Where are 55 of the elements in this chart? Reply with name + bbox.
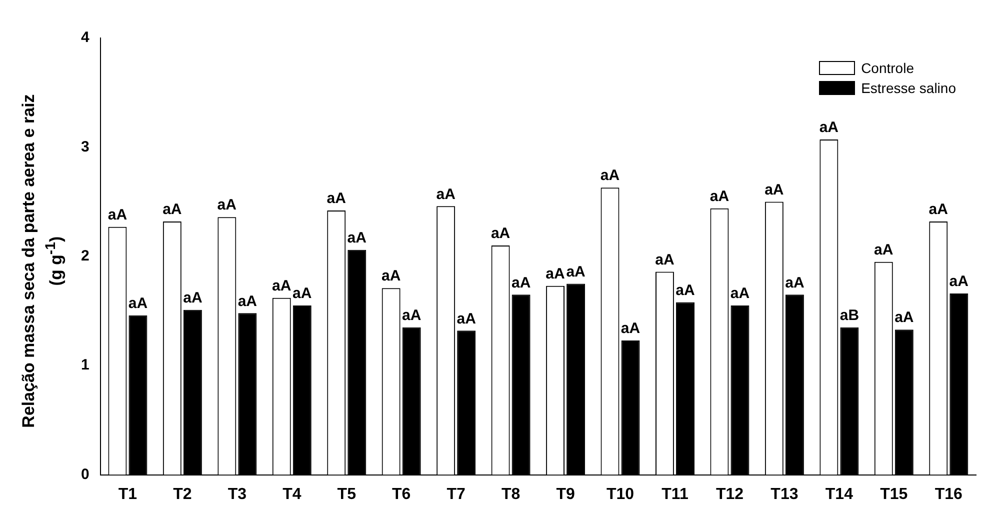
data-label: aA bbox=[655, 251, 674, 268]
data-label: aA bbox=[928, 201, 948, 218]
data-label: aA bbox=[292, 285, 312, 302]
data-label: aA bbox=[819, 119, 839, 136]
data-label: aA bbox=[546, 266, 566, 283]
data-label: aA bbox=[162, 201, 182, 218]
x-tick-label: T15 bbox=[880, 486, 908, 503]
data-label: aA bbox=[490, 225, 510, 242]
x-tick-label: T10 bbox=[606, 486, 634, 503]
legend-label: Controle bbox=[861, 59, 914, 78]
y-tick-label: 2 bbox=[81, 248, 90, 265]
data-label: aA bbox=[347, 229, 367, 246]
x-tick-label: T8 bbox=[501, 486, 520, 503]
data-label: aA bbox=[874, 242, 894, 258]
x-tick-label: T6 bbox=[392, 486, 411, 503]
x-tick-label: T4 bbox=[282, 486, 302, 503]
x-tick-label: T11 bbox=[662, 486, 688, 503]
x-tick-label: T2 bbox=[173, 486, 192, 503]
x-tick-label: T12 bbox=[716, 486, 744, 503]
y-tick-label: 4 bbox=[81, 29, 90, 46]
data-label: aA bbox=[949, 273, 969, 290]
data-label: aA bbox=[620, 320, 640, 338]
data-label: aA bbox=[326, 190, 346, 208]
data-label: aA bbox=[436, 186, 456, 203]
data-label: aA bbox=[456, 310, 476, 328]
x-tick-label: T5 bbox=[337, 486, 356, 503]
y-tick-label: 1 bbox=[81, 356, 90, 374]
data-label: aA bbox=[272, 278, 292, 295]
data-label: aA bbox=[894, 309, 914, 326]
x-tick-label: T9 bbox=[556, 486, 575, 503]
data-label: aA bbox=[108, 206, 128, 224]
data-label: aA bbox=[785, 274, 804, 292]
x-tick-label: T16 bbox=[934, 486, 963, 503]
x-tick-label: T13 bbox=[770, 486, 798, 503]
data-label: aA bbox=[764, 181, 784, 198]
data-label: aA bbox=[238, 292, 258, 310]
data-label: aA bbox=[710, 188, 730, 205]
data-label: aA bbox=[217, 196, 237, 214]
y-tick-label: 0 bbox=[81, 466, 90, 483]
x-tick-label: T14 bbox=[825, 486, 854, 503]
data-label: aA bbox=[730, 285, 750, 302]
x-tick-label: T3 bbox=[228, 486, 247, 503]
data-label: aB bbox=[840, 307, 860, 324]
data-label: aA bbox=[128, 295, 148, 312]
data-label: aA bbox=[566, 263, 586, 280]
data-label: aA bbox=[511, 274, 531, 292]
x-tick-label: T1 bbox=[118, 486, 138, 503]
data-label: aA bbox=[600, 167, 620, 184]
legend-label: Estresse salino bbox=[861, 79, 956, 98]
y-tick-label: 3 bbox=[81, 138, 90, 156]
data-label: aA bbox=[183, 290, 202, 307]
data-label: aA bbox=[381, 268, 401, 285]
data-label: aA bbox=[676, 282, 696, 299]
data-label: aA bbox=[402, 307, 422, 324]
x-tick-label: T7 bbox=[446, 486, 466, 503]
